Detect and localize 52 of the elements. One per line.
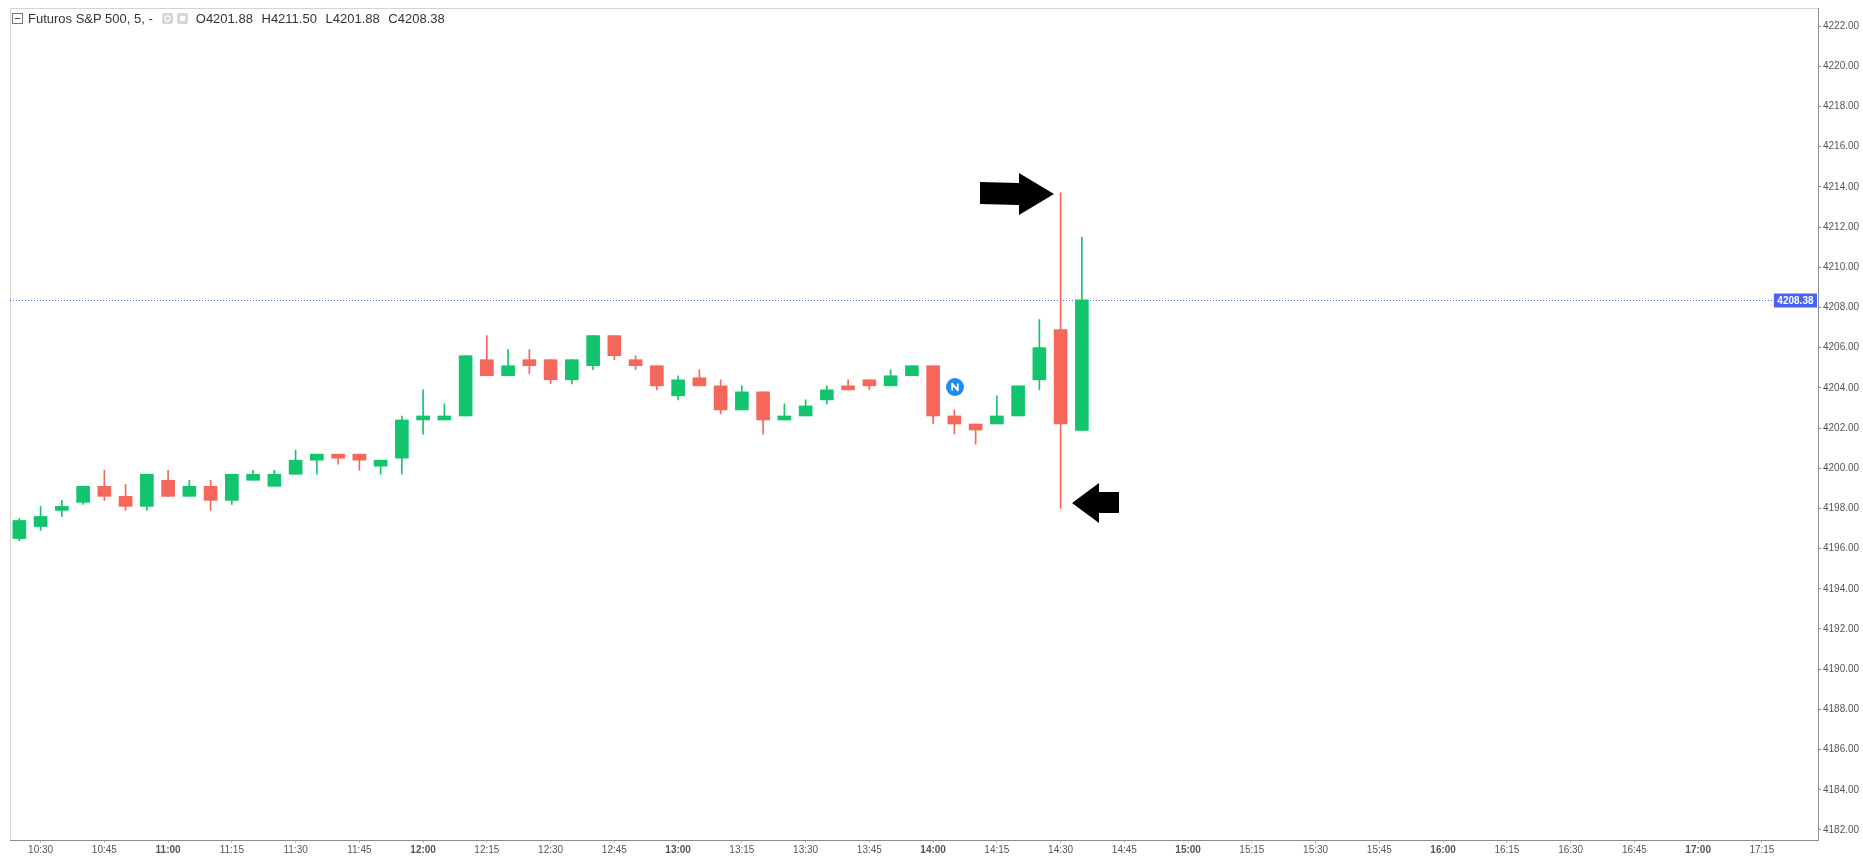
x-tick-label: 14:15 bbox=[984, 843, 1010, 855]
x-tick-label: 12:45 bbox=[601, 843, 628, 855]
x-tick-label: 17:15 bbox=[1749, 843, 1775, 855]
y-tick-label: 4202.00 bbox=[1823, 421, 1860, 433]
x-tick-label: 12:00 bbox=[410, 843, 437, 855]
x-tick-label: 12:15 bbox=[474, 843, 500, 855]
y-tick-label: 4210.00 bbox=[1823, 261, 1860, 272]
x-tick-label: 10:30 bbox=[28, 843, 54, 855]
x-tick-label: 15:00 bbox=[1175, 843, 1202, 855]
y-tick-label: 4216.00 bbox=[1823, 140, 1860, 152]
x-tick-label: 16:45 bbox=[1621, 843, 1648, 855]
x-tick-label: 11:00 bbox=[155, 843, 182, 855]
x-tick-label: 13:15 bbox=[729, 843, 755, 855]
y-tick-label: 4188.00 bbox=[1823, 703, 1860, 715]
x-tick-label: 15:15 bbox=[1239, 843, 1265, 855]
x-tick-label: 10:45 bbox=[91, 843, 118, 855]
y-tick-label: 4222.00 bbox=[1823, 19, 1860, 31]
x-tick-label: 17:00 bbox=[1685, 843, 1712, 855]
x-tick-label: 13:00 bbox=[665, 843, 692, 855]
x-tick-label: 11:45 bbox=[347, 843, 372, 855]
x-tick-label: 13:30 bbox=[793, 843, 819, 855]
chart-title: Futuros S&P 500, 5, - bbox=[28, 11, 153, 26]
x-tick-label: 13:45 bbox=[856, 843, 883, 855]
x-tick-label: 16:15 bbox=[1494, 843, 1520, 855]
y-tick-label: 4208.00 bbox=[1823, 301, 1860, 313]
x-tick-label: 15:30 bbox=[1303, 843, 1329, 855]
y-tick-label: 4200.00 bbox=[1823, 461, 1860, 473]
y-tick-label: 4212.00 bbox=[1823, 220, 1860, 232]
x-tick-label: 11:30 bbox=[283, 843, 309, 855]
x-tick-label: 11:15 bbox=[219, 843, 245, 855]
y-tick-label: 4220.00 bbox=[1823, 60, 1860, 72]
x-tick-label: 16:30 bbox=[1558, 843, 1584, 855]
y-tick-label: 4182.00 bbox=[1823, 823, 1860, 835]
x-tick-label: 14:45 bbox=[1111, 843, 1138, 855]
y-tick-label: 4206.00 bbox=[1823, 341, 1860, 353]
y-tick-label: 4196.00 bbox=[1823, 542, 1860, 554]
x-tick-label: 16:00 bbox=[1430, 843, 1457, 855]
x-tick-label: 12:30 bbox=[538, 843, 564, 855]
y-tick-label: 4186.00 bbox=[1823, 743, 1860, 755]
y-tick-label: 4194.00 bbox=[1823, 582, 1860, 594]
y-tick-label: 4214.00 bbox=[1823, 180, 1860, 192]
x-tick-label: 15:45 bbox=[1366, 843, 1393, 855]
y-tick-label: 4190.00 bbox=[1823, 662, 1860, 674]
y-tick-label: 4204.00 bbox=[1823, 381, 1860, 393]
y-tick-label: 4184.00 bbox=[1823, 783, 1860, 795]
ref-line-label: 4208.38 bbox=[1777, 294, 1814, 306]
y-tick-label: 4198.00 bbox=[1823, 502, 1860, 514]
y-tick-label: 4218.00 bbox=[1823, 100, 1860, 112]
y-tick-label: 4192.00 bbox=[1823, 622, 1860, 634]
x-tick-label: 14:00 bbox=[920, 843, 947, 855]
chart-subtitle: O4201.88 H4211.50 L4201.88 C4208.38 bbox=[195, 11, 445, 26]
x-tick-label: 14:30 bbox=[1048, 843, 1074, 855]
